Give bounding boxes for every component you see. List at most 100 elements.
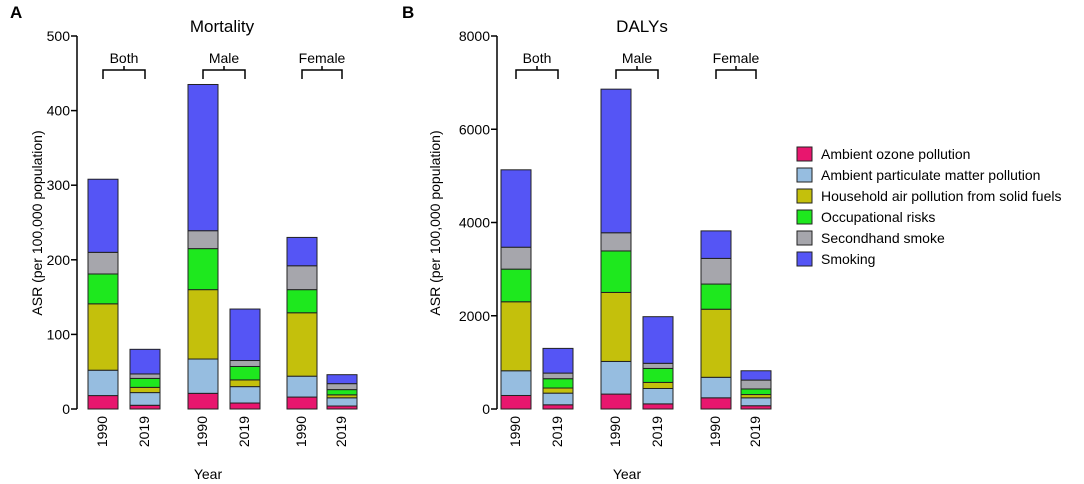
chart-title-dalys: DALYs [616, 17, 668, 36]
group-bracket [715, 66, 757, 79]
bar-segment [542, 347, 574, 374]
group-bracket [301, 66, 343, 79]
y-tick-label: 300 [47, 177, 71, 193]
bar-segment [700, 283, 732, 310]
bar-segment [286, 265, 318, 291]
bar-segment [187, 358, 219, 394]
legend-label: Occupational risks [821, 209, 935, 225]
group-label: Female [299, 50, 346, 66]
legend: Ambient ozone pollution Ambient particula… [796, 146, 1061, 267]
bar-segment [500, 246, 532, 270]
bar-segment [229, 365, 261, 381]
bar-segment [642, 387, 674, 405]
legend-label: Smoking [821, 251, 875, 267]
bar-segment [129, 373, 161, 379]
bar-segment [542, 372, 574, 380]
y-tick-label: 4000 [459, 215, 490, 231]
bar-segment [187, 289, 219, 360]
bar-segment [187, 392, 219, 410]
y-tick-label: 200 [47, 252, 71, 268]
bar-segment [229, 379, 261, 388]
x-axis-label-mortality: Year [194, 466, 223, 482]
x-tick-label: 1990 [607, 416, 623, 447]
group-bracket [615, 66, 659, 79]
group-label: Both [110, 50, 139, 66]
bar-segment [642, 403, 674, 410]
bar-segment [642, 362, 674, 369]
group-bracket [515, 66, 559, 79]
bar-segment [229, 360, 261, 367]
bar-segment [700, 376, 732, 399]
group-bracket [202, 66, 246, 79]
bar-segment [187, 230, 219, 250]
bar-segment [500, 169, 532, 248]
bar-segment [87, 251, 119, 275]
legend-swatch [796, 167, 813, 183]
x-tick-label: 1990 [293, 416, 309, 447]
bar-segment [740, 397, 772, 407]
bar-segment [87, 178, 119, 253]
legend-swatch [796, 146, 813, 162]
bar-segment [642, 367, 674, 383]
group-bracket [102, 66, 146, 79]
bar-segment [740, 379, 772, 390]
bar-segment [700, 230, 732, 259]
bar-segment [326, 383, 358, 391]
bar-segment [600, 393, 632, 410]
bar-segment [129, 348, 161, 375]
x-tick-label: 2019 [649, 416, 665, 447]
y-tick-label: 2000 [459, 308, 490, 324]
x-tick-label: 1990 [194, 416, 210, 447]
bar-segment [600, 291, 632, 362]
panel-mortality: A Mortality 0 100 200 300 400 500 Both Male Fem… [10, 3, 358, 482]
bar-segment [87, 303, 119, 371]
legend-swatch [796, 188, 813, 204]
bar-segment [600, 360, 632, 395]
legend-swatch [796, 251, 813, 267]
bar-segment [740, 370, 772, 381]
bar-segment [229, 402, 261, 410]
x-axis-label-dalys: Year [613, 466, 642, 482]
y-tick-label: 100 [47, 326, 71, 342]
chart-title-mortality: Mortality [190, 17, 255, 36]
bar-segment [286, 396, 318, 410]
bar-segment [542, 387, 574, 394]
y-axis-label-dalys: ASR (per 100,000 population) [427, 130, 443, 315]
bar-segment [500, 268, 532, 303]
legend-label: Household air pollution from solid fuels [821, 188, 1061, 204]
group-label: Male [209, 50, 240, 66]
bar-segment [129, 386, 161, 394]
group-label: Male [622, 50, 653, 66]
x-tick-label: 2019 [747, 416, 763, 447]
legend-label: Ambient particulate matter pollution [821, 167, 1040, 183]
bar-segment [600, 250, 632, 293]
bar-segment [542, 392, 574, 406]
bar-segment [542, 378, 574, 389]
bar-segment [700, 308, 732, 378]
bar-segment [229, 308, 261, 362]
bar-segment [187, 83, 219, 232]
x-tick-label: 1990 [507, 416, 523, 447]
bar-segment [700, 397, 732, 410]
bar-segment [229, 386, 261, 404]
bar-segment [187, 248, 219, 291]
bar-segment [642, 316, 674, 364]
bar-segment [87, 273, 119, 305]
bar-segment [326, 374, 358, 385]
legend-label: Secondhand smoke [821, 230, 945, 246]
bar-segment [500, 370, 532, 396]
bar-segment [87, 395, 119, 410]
x-tick-label: 2019 [136, 416, 152, 447]
bar-segment [642, 381, 674, 389]
y-tick-label: 6000 [459, 121, 490, 137]
bar-segment [740, 388, 772, 396]
group-label: Both [523, 50, 552, 66]
bar-segment [326, 397, 358, 407]
group-label: Female [713, 50, 760, 66]
legend-swatch [796, 209, 813, 225]
bar-segment [286, 375, 318, 398]
y-axis-label-mortality: ASR (per 100,000 population) [29, 130, 45, 315]
bar-segment [700, 257, 732, 285]
y-tick-label: 400 [47, 103, 71, 119]
